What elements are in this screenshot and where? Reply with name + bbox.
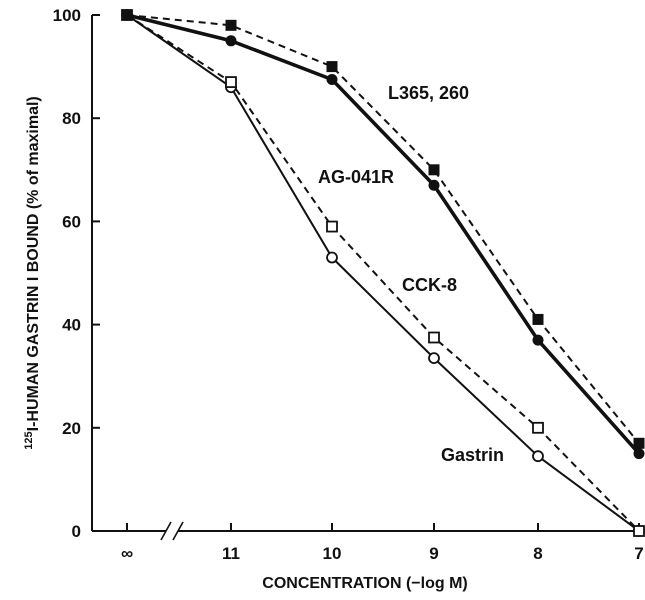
series-line-0 — [126, 14, 640, 444]
y-tick-label-40: 40 — [62, 316, 81, 335]
series-0-point-5 — [633, 437, 645, 449]
series-line-2 — [126, 14, 640, 532]
series-3-point-4 — [532, 450, 544, 463]
series-lines — [126, 13, 641, 532]
series-2-point-1 — [225, 76, 237, 88]
x-tick-label-2: 10 — [323, 544, 342, 563]
series-line-3 — [126, 14, 640, 532]
y-tick-label-80: 80 — [62, 109, 81, 128]
axis-break — [160, 521, 184, 541]
series-2-point-5 — [633, 525, 645, 537]
series-markers — [121, 9, 645, 537]
series-1-point-3 — [428, 179, 440, 191]
y-axis-title-superscript: 125 — [23, 431, 35, 449]
series-0-point-2 — [326, 61, 338, 73]
series-label-l365: L365, 260 — [388, 83, 469, 103]
axes — [91, 15, 641, 541]
y-axis-title: 125I-HUMAN GASTRIN I BOUND (% of maximal… — [23, 96, 42, 449]
x-ticks: ∞ 11 10 9 8 7 — [121, 523, 644, 563]
y-tick-label-60: 60 — [62, 212, 81, 231]
x-tick-label-3: 9 — [429, 544, 438, 563]
y-ticks: 0 20 40 60 80 100 — [53, 6, 100, 541]
x-tick-label-0: ∞ — [121, 544, 133, 563]
series-line-1 — [126, 13, 641, 455]
series-2-point-3 — [428, 331, 440, 344]
series-1-point-1 — [225, 35, 237, 47]
x-tick-label-5: 7 — [634, 544, 643, 563]
series-0-point-1 — [225, 19, 237, 31]
series-label-ag041r: AG-041R — [318, 167, 394, 187]
series-label-cck8: CCK-8 — [402, 275, 457, 295]
series-1-point-2 — [326, 74, 338, 85]
series-0-point-3 — [428, 164, 440, 176]
series-label-gastrin: Gastrin — [441, 445, 504, 465]
y-axis-title-main: I-HUMAN GASTRIN I BOUND (% of maximal) — [25, 96, 42, 431]
x-axis-title: CONCENTRATION (−log M) — [262, 575, 467, 592]
series-3-point-3 — [428, 352, 440, 365]
series-2-point-2 — [326, 220, 338, 233]
x-tick-label-4: 8 — [533, 544, 542, 563]
y-tick-label-20: 20 — [62, 419, 81, 438]
x-tick-label-1: 11 — [222, 544, 240, 563]
series-0-point-0 — [121, 9, 133, 21]
series-1-point-4 — [532, 334, 544, 346]
series-1-point-5 — [633, 448, 645, 460]
series-2-point-4 — [532, 421, 544, 434]
series-0-point-4 — [532, 313, 544, 325]
y-tick-label-100: 100 — [53, 6, 81, 25]
y-tick-label-0: 0 — [72, 522, 81, 541]
series-3-point-2 — [326, 251, 338, 264]
